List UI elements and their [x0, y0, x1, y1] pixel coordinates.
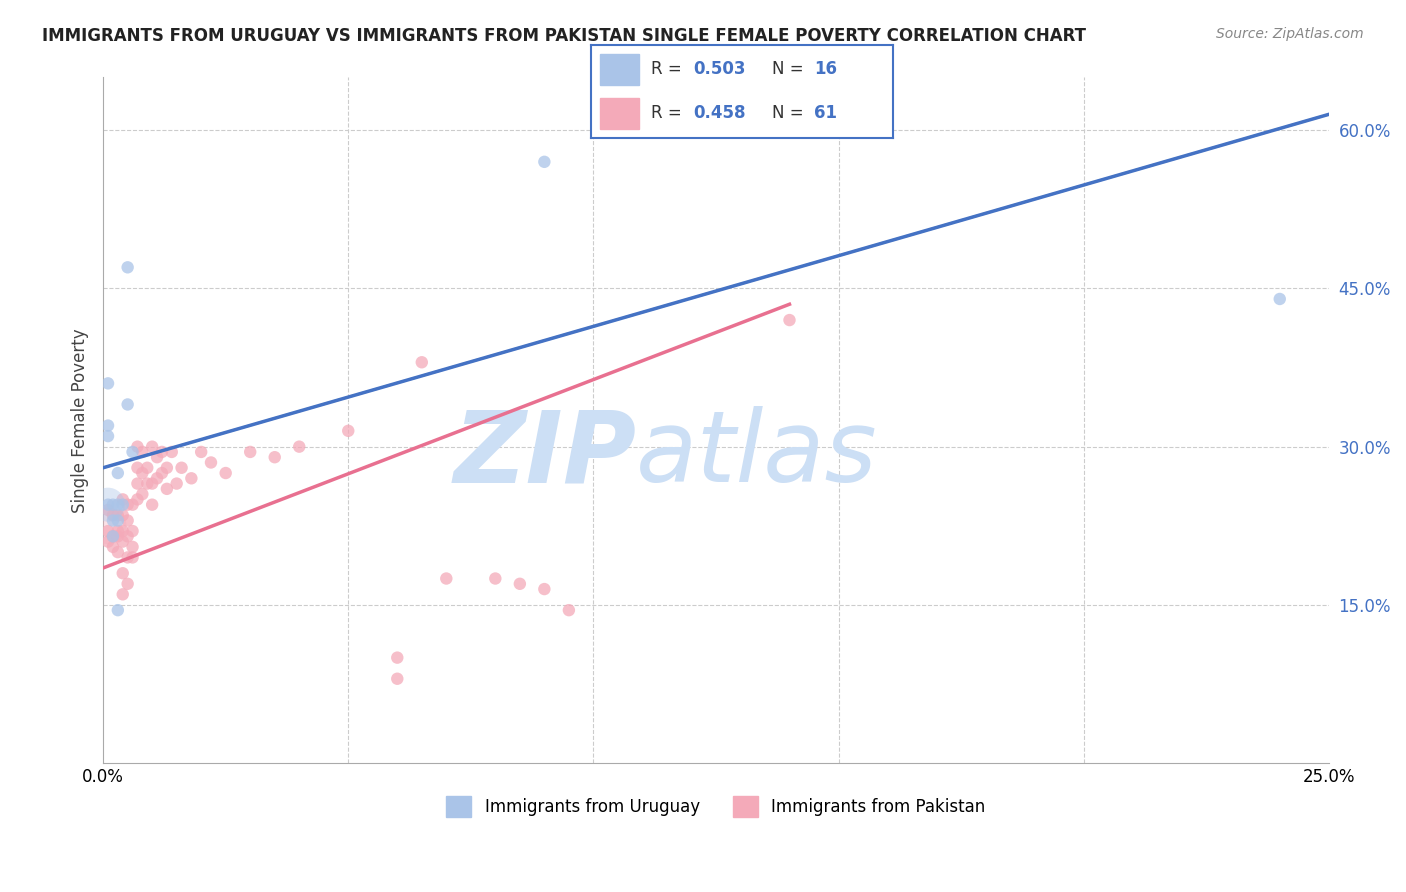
- Point: [101, 540, 124, 554]
- Point: [101, 529, 124, 543]
- Point: [117, 529, 139, 543]
- Point: [509, 576, 531, 591]
- Text: R =: R =: [651, 104, 688, 122]
- Text: 16: 16: [814, 61, 837, 78]
- Point: [146, 471, 169, 485]
- Text: N =: N =: [772, 104, 808, 122]
- Point: [97, 534, 120, 549]
- Point: [160, 445, 183, 459]
- Point: [117, 260, 139, 275]
- Point: [127, 476, 149, 491]
- Point: [97, 429, 120, 443]
- Point: [111, 498, 134, 512]
- Bar: [599, 98, 638, 129]
- Point: [97, 498, 120, 512]
- Text: 0.458: 0.458: [693, 104, 745, 122]
- Point: [170, 460, 193, 475]
- Point: [101, 529, 124, 543]
- Point: [107, 498, 129, 512]
- Point: [107, 603, 129, 617]
- Point: [107, 514, 129, 528]
- Point: [146, 450, 169, 465]
- Point: [288, 440, 311, 454]
- Point: [337, 424, 360, 438]
- Point: [141, 476, 163, 491]
- Point: [136, 460, 159, 475]
- Point: [111, 508, 134, 523]
- Point: [97, 524, 120, 538]
- Point: [166, 476, 188, 491]
- Point: [215, 466, 238, 480]
- Point: [131, 445, 153, 459]
- Legend: Immigrants from Uruguay, Immigrants from Pakistan: Immigrants from Uruguay, Immigrants from…: [440, 789, 993, 823]
- Point: [97, 518, 120, 533]
- Point: [387, 650, 409, 665]
- Point: [107, 508, 129, 523]
- Point: [97, 503, 120, 517]
- Point: [97, 376, 120, 391]
- Point: [411, 355, 433, 369]
- Text: 61: 61: [814, 104, 837, 122]
- Point: [121, 550, 143, 565]
- Bar: [599, 54, 638, 85]
- Point: [101, 498, 124, 512]
- Point: [484, 572, 506, 586]
- Text: N =: N =: [772, 61, 808, 78]
- Point: [111, 566, 134, 581]
- Point: [107, 529, 129, 543]
- Point: [111, 587, 134, 601]
- Point: [121, 498, 143, 512]
- Point: [121, 524, 143, 538]
- Point: [131, 466, 153, 480]
- Point: [434, 572, 457, 586]
- Point: [121, 540, 143, 554]
- Point: [779, 313, 801, 327]
- Point: [200, 455, 222, 469]
- Point: [117, 576, 139, 591]
- Point: [141, 440, 163, 454]
- Text: Source: ZipAtlas.com: Source: ZipAtlas.com: [1216, 27, 1364, 41]
- Point: [97, 418, 120, 433]
- Point: [533, 582, 555, 596]
- Point: [101, 514, 124, 528]
- Text: atlas: atlas: [637, 406, 877, 503]
- Point: [239, 445, 262, 459]
- Point: [117, 397, 139, 411]
- Point: [533, 154, 555, 169]
- Point: [127, 460, 149, 475]
- Point: [121, 445, 143, 459]
- Point: [117, 514, 139, 528]
- Point: [127, 492, 149, 507]
- Point: [111, 524, 134, 538]
- Point: [156, 482, 179, 496]
- Point: [141, 498, 163, 512]
- Point: [190, 445, 212, 459]
- Point: [107, 545, 129, 559]
- Text: ZIP: ZIP: [453, 406, 637, 503]
- Y-axis label: Single Female Poverty: Single Female Poverty: [72, 328, 89, 513]
- Point: [111, 492, 134, 507]
- Point: [156, 460, 179, 475]
- Point: [111, 534, 134, 549]
- Point: [1268, 292, 1291, 306]
- Point: [107, 524, 129, 538]
- Text: 0.503: 0.503: [693, 61, 745, 78]
- Point: [387, 672, 409, 686]
- Point: [117, 550, 139, 565]
- Point: [101, 508, 124, 523]
- Point: [558, 603, 581, 617]
- Text: R =: R =: [651, 61, 688, 78]
- Point: [97, 498, 120, 512]
- Point: [150, 445, 173, 459]
- Point: [263, 450, 285, 465]
- Point: [127, 440, 149, 454]
- Point: [107, 466, 129, 480]
- Point: [136, 476, 159, 491]
- Point: [180, 471, 202, 485]
- Point: [131, 487, 153, 501]
- Point: [117, 498, 139, 512]
- Text: IMMIGRANTS FROM URUGUAY VS IMMIGRANTS FROM PAKISTAN SINGLE FEMALE POVERTY CORREL: IMMIGRANTS FROM URUGUAY VS IMMIGRANTS FR…: [42, 27, 1087, 45]
- Point: [150, 466, 173, 480]
